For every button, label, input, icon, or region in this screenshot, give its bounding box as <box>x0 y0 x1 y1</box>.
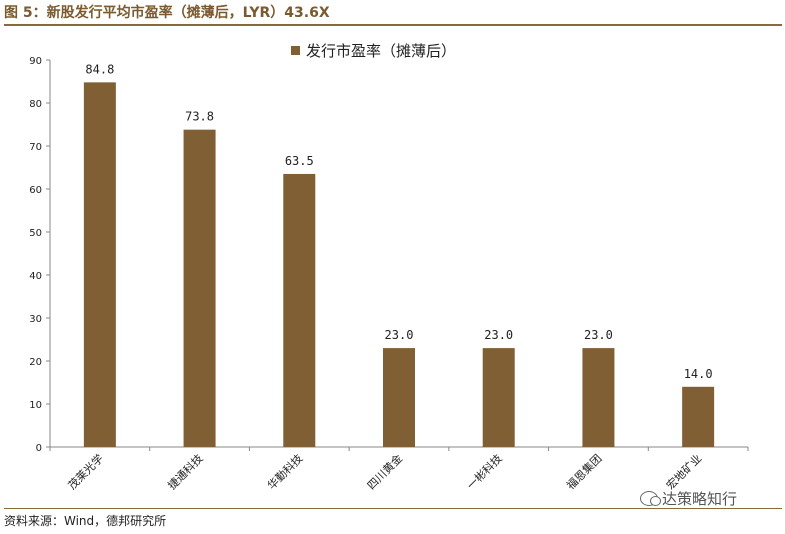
y-tick-label: 20 <box>29 357 42 368</box>
y-tick-label: 50 <box>29 228 42 239</box>
y-tick-label: 80 <box>29 99 42 110</box>
legend-swatch <box>291 46 300 55</box>
bar <box>183 129 216 447</box>
bar <box>383 348 415 447</box>
bar-value-label: 23.0 <box>584 328 613 342</box>
bar <box>582 348 615 447</box>
y-tick-label: 70 <box>29 142 42 153</box>
category-label: 茂莱光学 <box>65 451 106 492</box>
title-divider <box>4 24 782 26</box>
y-tick-label: 0 <box>36 443 42 454</box>
y-tick-label: 60 <box>29 185 42 196</box>
bar <box>283 173 316 447</box>
category-label: 一彬科技 <box>464 451 505 492</box>
category-label: 宏地矿业 <box>663 451 704 492</box>
bar-value-label: 14.0 <box>684 367 713 381</box>
bar <box>482 348 515 447</box>
bar-value-label: 63.5 <box>285 154 314 168</box>
chart-legend: 发行市盈率（摊薄后） <box>291 40 456 61</box>
wechat-icon <box>640 491 661 506</box>
bar <box>83 82 116 448</box>
bar-value-label: 73.8 <box>185 110 214 124</box>
category-label: 华勤科技 <box>264 451 305 492</box>
y-tick-label: 30 <box>29 314 42 325</box>
y-tick-label: 40 <box>29 271 42 282</box>
bar-value-label: 23.0 <box>385 328 414 342</box>
y-tick-label: 90 <box>29 56 42 67</box>
figure-title: 图 5：新股发行平均市盈率（摊薄后，LYR）43.6X <box>4 5 330 21</box>
bar-value-label: 84.8 <box>85 62 114 76</box>
bar <box>682 386 715 447</box>
category-label: 福恩集团 <box>564 451 605 492</box>
y-tick-label: 10 <box>29 400 42 411</box>
watermark: 达策略知行 <box>640 488 737 509</box>
bar-value-label: 23.0 <box>484 328 513 342</box>
watermark-text: 达策略知行 <box>662 490 738 508</box>
source-note: 资料来源：Wind，德邦研究所 <box>4 514 167 528</box>
category-label: 捷通科技 <box>165 451 206 492</box>
source-divider <box>4 508 782 509</box>
category-label: 四川黄金 <box>364 451 405 492</box>
legend-label: 发行市盈率（摊薄后） <box>306 42 457 60</box>
